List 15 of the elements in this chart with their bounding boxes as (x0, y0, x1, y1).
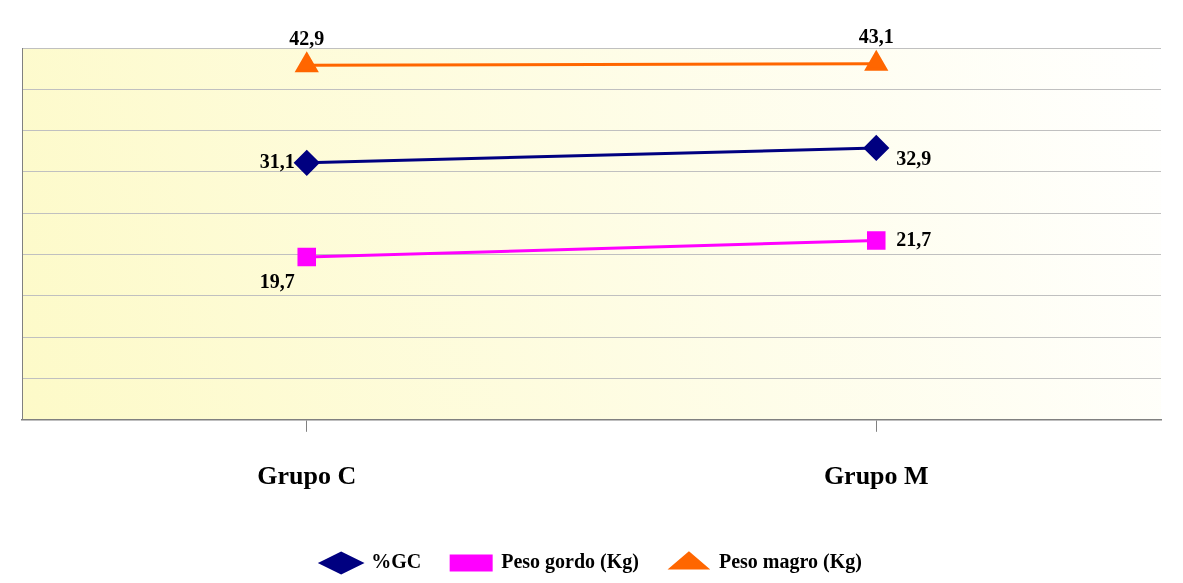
data-label: 32,9 (896, 147, 932, 170)
data-label: 43,1 (858, 24, 894, 47)
legend-label: Peso gordo (Kg) (501, 550, 639, 574)
data-label: 42,9 (289, 26, 325, 49)
x-tick-label: Grupo M (823, 461, 929, 491)
data-label: 31,1 (259, 150, 295, 173)
legend-label: %GC (371, 550, 422, 573)
point (863, 135, 889, 161)
point (866, 231, 886, 250)
data-label: 21,7 (896, 227, 932, 250)
legend-label: Peso magro (Kg) (718, 550, 862, 574)
point (294, 150, 320, 176)
data-label: 19,7 (259, 270, 295, 293)
point (297, 247, 317, 267)
x-tick-label: Grupo C (257, 461, 357, 491)
